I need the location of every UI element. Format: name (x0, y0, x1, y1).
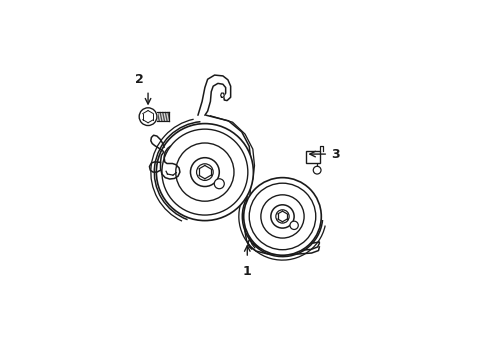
Circle shape (175, 143, 233, 201)
Circle shape (196, 164, 213, 180)
Polygon shape (220, 93, 224, 97)
Circle shape (162, 129, 247, 215)
Circle shape (270, 205, 293, 228)
Circle shape (156, 123, 253, 221)
Text: 2: 2 (135, 73, 143, 86)
Text: 3: 3 (330, 148, 339, 161)
Circle shape (190, 158, 219, 186)
Circle shape (275, 210, 288, 223)
Circle shape (260, 195, 304, 238)
Circle shape (313, 166, 320, 174)
Circle shape (214, 179, 224, 189)
Circle shape (289, 221, 298, 229)
Bar (305, 151, 320, 163)
Circle shape (243, 177, 321, 255)
Text: 1: 1 (243, 265, 251, 278)
Circle shape (139, 108, 157, 126)
Circle shape (249, 183, 315, 250)
